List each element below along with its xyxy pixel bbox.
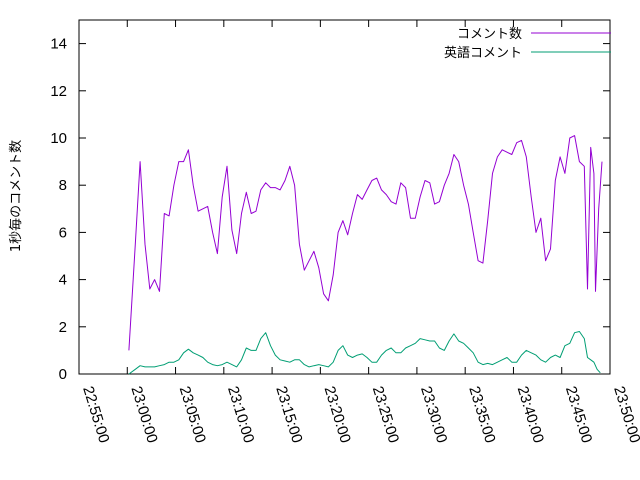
x-tick-label: 22:55:00 bbox=[79, 384, 112, 445]
y-axis-title: 1秒毎のコメント数 bbox=[8, 140, 24, 252]
series-line-1 bbox=[128, 135, 603, 351]
plot-frame bbox=[78, 19, 611, 375]
x-tick-label: 23:00:00 bbox=[127, 384, 160, 445]
x-tick-label: 23:40:00 bbox=[514, 384, 547, 445]
x-tick-label: 23:35:00 bbox=[465, 384, 498, 445]
y-tick-label: 0 bbox=[59, 366, 67, 383]
x-tick-label: 23:05:00 bbox=[176, 384, 209, 445]
x-tick-label: 23:10:00 bbox=[224, 384, 257, 445]
x-tick-label: 23:50:00 bbox=[610, 384, 640, 445]
y-tick-label: 12 bbox=[50, 83, 67, 100]
series-lines bbox=[128, 135, 603, 375]
y-tick-label: 6 bbox=[59, 224, 67, 241]
x-tick-label: 23:20:00 bbox=[321, 384, 354, 445]
y-tick-label: 2 bbox=[59, 319, 67, 336]
y-axis: 0 2 4 6 8 10 12 14 bbox=[50, 36, 610, 383]
plot-border bbox=[78, 19, 611, 375]
y-tick-label: 8 bbox=[59, 177, 67, 194]
y-tick-label: 14 bbox=[50, 36, 67, 53]
series-line-2 bbox=[128, 331, 601, 375]
y-tick-label: 4 bbox=[59, 272, 67, 289]
legend-label-1: コメント数 bbox=[457, 27, 522, 42]
legend-label-2: 英語コメント bbox=[444, 45, 522, 61]
x-tick-label: 23:15:00 bbox=[272, 384, 305, 445]
x-tick-label: 23:30:00 bbox=[417, 384, 450, 445]
x-tick-label: 23:45:00 bbox=[562, 384, 595, 445]
y-tick-label: 10 bbox=[50, 130, 67, 147]
x-tick-label: 23:25:00 bbox=[369, 384, 402, 445]
